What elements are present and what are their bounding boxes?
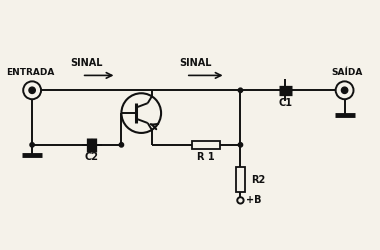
FancyBboxPatch shape	[236, 167, 245, 192]
Circle shape	[30, 143, 34, 147]
Text: C2: C2	[85, 152, 99, 162]
Text: +B: +B	[246, 196, 261, 205]
Text: SAÍDA: SAÍDA	[331, 68, 362, 78]
Text: SINAL: SINAL	[70, 58, 103, 68]
Circle shape	[238, 143, 242, 147]
Text: ENTRADA: ENTRADA	[6, 68, 54, 78]
Text: SINAL: SINAL	[179, 58, 212, 68]
Circle shape	[119, 143, 124, 147]
Circle shape	[238, 88, 242, 92]
Text: R2: R2	[251, 174, 266, 184]
Circle shape	[29, 87, 35, 94]
FancyBboxPatch shape	[192, 140, 220, 149]
Text: C1: C1	[278, 98, 292, 108]
Circle shape	[341, 87, 348, 94]
Text: R 1: R 1	[197, 152, 215, 162]
